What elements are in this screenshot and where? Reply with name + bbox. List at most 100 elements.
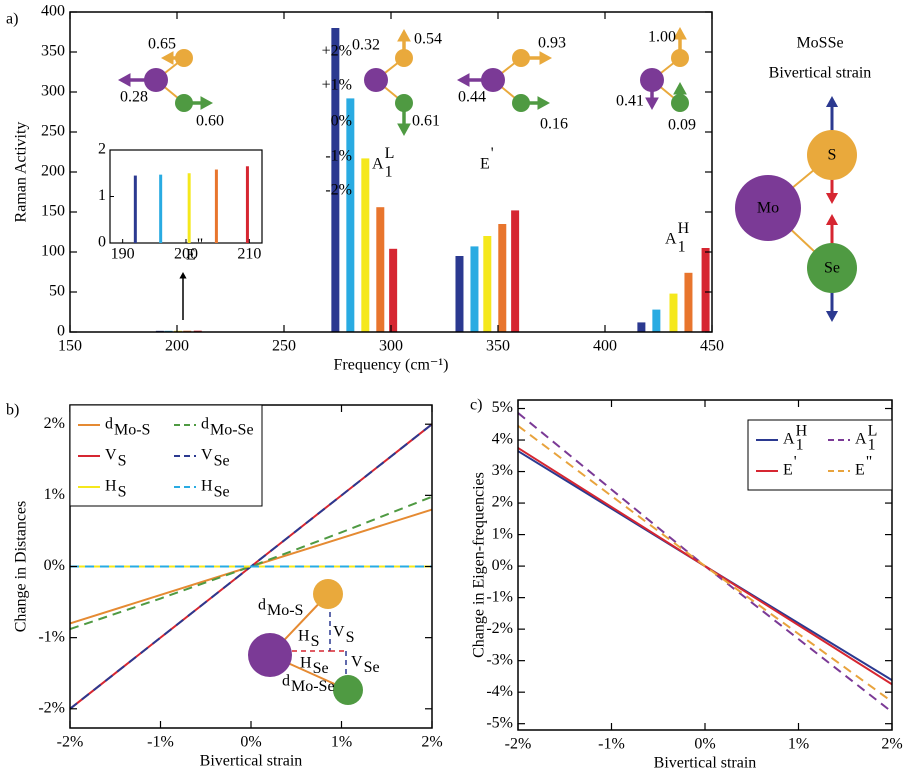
strain-arrow-head	[826, 96, 838, 107]
diagram-label: d	[282, 673, 290, 690]
y-axis-title: Raman Activity	[13, 122, 30, 223]
atom-label: S	[828, 147, 837, 164]
diagram-label-sub: S	[346, 629, 355, 646]
x-tick-label: 1%	[331, 734, 352, 751]
y-tick-label: 150	[41, 203, 65, 220]
atom	[671, 49, 689, 67]
diagram-label-sub: Se	[364, 659, 380, 676]
y-tick-label: 400	[41, 3, 65, 20]
mode-label-sup: H	[678, 220, 690, 237]
x-tick-label: -2%	[57, 734, 84, 751]
legend-label: +2%	[322, 43, 352, 60]
displacement-label: 0.65	[148, 36, 176, 53]
y-tick-label: 0%	[44, 557, 65, 574]
x-axis-title: Bivertical strain	[200, 753, 303, 770]
displacement-arrow-head	[397, 29, 411, 42]
y-tick-label: 2%	[44, 415, 65, 432]
legend-label: H	[201, 478, 213, 495]
mode-label: E	[186, 247, 196, 264]
legend-label: V	[201, 447, 213, 464]
inset-y-tick-label: 2	[98, 141, 106, 158]
y-tick-label: 250	[41, 123, 65, 140]
inset-bar	[159, 175, 162, 243]
y-tick-label: 1%	[44, 486, 65, 503]
atom-label: Mo	[757, 200, 779, 217]
legend-label-sub: Se	[214, 452, 230, 469]
inset-bar	[246, 166, 249, 243]
legend-label: -1%	[325, 148, 352, 165]
y-tick-label: 1%	[492, 525, 513, 542]
displacement-arrow-head	[540, 51, 553, 65]
y-tick-label: 50	[49, 283, 65, 300]
displacement-label: 0.93	[538, 35, 566, 52]
displacement-label: 0.54	[414, 31, 442, 48]
mode-label-sub: 1	[385, 163, 393, 180]
legend-label-sub: Se	[214, 483, 230, 500]
bar	[389, 249, 397, 332]
atom	[640, 68, 664, 92]
y-tick-label: 0	[57, 323, 65, 340]
displacement-arrow-head	[118, 73, 131, 87]
legend-label-sub: Mo-S	[114, 421, 150, 438]
y-tick-label: -4%	[486, 683, 513, 700]
x-tick-label: 0%	[694, 736, 715, 753]
legend-label-sub: Mo-Se	[210, 421, 254, 438]
bar	[331, 28, 339, 332]
mode-label: E	[480, 156, 490, 173]
atom	[364, 68, 388, 92]
displacement-arrow-head	[397, 124, 411, 137]
legend-label: H	[105, 478, 117, 495]
atom	[512, 49, 530, 67]
diagram-label: H	[298, 628, 310, 645]
legend-label: -2%	[325, 182, 352, 199]
displacement-label: 0.44	[458, 89, 486, 106]
legend-label-sup: "	[866, 454, 873, 471]
y-tick-label: -2%	[486, 620, 513, 637]
legend-label-sup: H	[796, 423, 808, 440]
panel-label: a)	[6, 11, 18, 28]
legend-label: E	[855, 462, 865, 479]
y-tick-label: 350	[41, 43, 65, 60]
diagram-label: V	[351, 654, 363, 671]
mode-arrow-head	[179, 272, 186, 279]
x-tick-label: -1%	[598, 736, 625, 753]
atom	[248, 633, 292, 677]
inset-y-tick-label: 0	[98, 234, 106, 251]
mode-label-sub: 1	[678, 238, 686, 255]
x-tick-label: -2%	[505, 736, 532, 753]
legend-label: V	[105, 447, 117, 464]
atom-label: Se	[824, 260, 840, 277]
mode-label-sup: '	[491, 145, 494, 162]
inset-bar	[134, 176, 137, 243]
x-tick-label: 0%	[240, 734, 261, 751]
diagram-label-sub: Mo-Se	[291, 678, 335, 695]
x-tick-label: 250	[272, 338, 296, 355]
panel-label: b)	[6, 402, 19, 419]
diagram-label: H	[300, 655, 312, 672]
displacement-arrow-head	[673, 82, 687, 95]
inset-bar	[215, 170, 218, 243]
displacement-label: 0.61	[412, 113, 440, 130]
bar	[669, 294, 677, 332]
y-axis-title: Change in Distances	[13, 501, 30, 633]
diagram-label-sub: S	[311, 633, 320, 650]
inset-x-tick-label: 190	[111, 246, 135, 263]
displacement-arrow-head	[161, 51, 174, 65]
y-tick-label: 0%	[492, 557, 513, 574]
displacement-label: 0.28	[120, 89, 148, 106]
x-tick-label: 200	[165, 338, 189, 355]
x-tick-label: 150	[58, 338, 82, 355]
displacement-arrow-head	[457, 73, 470, 87]
legend-label: A	[783, 431, 795, 448]
legend-label-sub: S	[118, 452, 127, 469]
atom	[395, 49, 413, 67]
y-tick-label: 5%	[492, 399, 513, 416]
legend-label: d	[105, 416, 113, 433]
legend-label: 0%	[331, 113, 352, 130]
inset-frame	[110, 150, 262, 243]
legend-label: d	[201, 416, 209, 433]
mode-label: A	[372, 156, 384, 173]
y-tick-label: -2%	[38, 699, 65, 716]
x-tick-label: 1%	[788, 736, 809, 753]
panel-label: c)	[470, 397, 482, 414]
